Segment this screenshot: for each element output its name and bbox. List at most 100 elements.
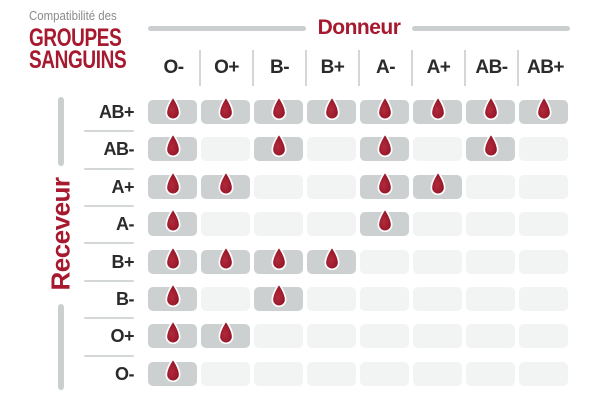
receiver-row-label-O+: O+ [110, 326, 134, 347]
cell-A+-B- [254, 174, 303, 199]
cell-A+-O+ [201, 170, 250, 199]
cell-B+-AB+ [519, 249, 568, 274]
cell-A--AB- [466, 212, 515, 237]
cell-B--B+ [307, 287, 356, 311]
blood-drop-icon [218, 170, 233, 195]
blood-drop-icon [483, 133, 498, 158]
blood-drop-icon [218, 96, 233, 121]
receiver-axis-label: Receveur [45, 177, 76, 291]
cell-A--A+ [413, 212, 462, 237]
blood-drop-icon [430, 170, 445, 195]
cell-AB--A- [360, 133, 409, 162]
blood-drop-icon [271, 133, 286, 158]
blood-drop-icon [271, 245, 286, 270]
cell-B+-B- [254, 245, 303, 274]
donor-col-header-O-: O- [148, 50, 201, 86]
cell-AB+-AB- [466, 96, 515, 124]
chart-title-line1: GROUPES [29, 24, 122, 52]
donor-col-header-AB-: AB- [466, 50, 519, 86]
cell-O+-O+ [201, 320, 250, 349]
cell-AB+-O+ [201, 96, 250, 124]
donor-axis-label: Donneur [317, 16, 401, 39]
blood-drop-icon [165, 283, 180, 308]
receiver-axis-line-bottom [58, 304, 64, 390]
blood-drop-icon [271, 96, 286, 121]
receiver-row-label-O-: O- [115, 363, 135, 384]
cell-A+-A+ [413, 170, 462, 199]
cell-B--AB+ [519, 287, 568, 311]
receiver-row-label-AB-: AB- [103, 139, 135, 160]
cell-O--A+ [413, 361, 462, 386]
donor-col-header-B-: B- [254, 50, 307, 86]
cell-A+-A- [360, 170, 409, 199]
donor-axis-line-right [412, 25, 571, 31]
chart-title-line2: SANGUINS [29, 46, 127, 74]
cell-AB--AB+ [519, 137, 568, 162]
row-separator [84, 354, 134, 357]
blood-drop-icon [165, 170, 180, 195]
row-separator [84, 167, 134, 170]
cell-B--O- [148, 283, 197, 311]
cell-AB--B- [254, 133, 303, 162]
cell-AB--B+ [307, 137, 356, 162]
cell-B+-AB- [466, 249, 515, 274]
receiver-axis-line-top [58, 97, 64, 166]
blood-drop-icon [165, 357, 180, 382]
cell-A--A- [360, 208, 409, 237]
blood-drop-icon [218, 320, 233, 345]
row-separator [84, 279, 134, 282]
blood-drop-icon [165, 96, 180, 121]
donor-col-header-A+: A+ [413, 50, 466, 86]
blood-drop-icon [271, 283, 286, 308]
donor-axis-header: Donneur [148, 16, 571, 39]
blood-drop-icon [430, 96, 445, 121]
cell-AB+-A+ [413, 96, 462, 124]
cell-O--AB+ [519, 361, 568, 386]
cell-A--O- [148, 208, 197, 237]
blood-drop-icon [165, 320, 180, 345]
blood-drop-icon [377, 208, 392, 233]
blood-drop-icon [377, 170, 392, 195]
blood-drop-icon [536, 96, 551, 121]
cell-O+-B+ [307, 324, 356, 349]
cell-B--B- [254, 283, 303, 311]
cell-AB+-AB+ [519, 96, 568, 124]
cell-AB+-B- [254, 96, 303, 124]
cell-O--B- [254, 361, 303, 386]
cell-O--O- [148, 357, 197, 386]
receiver-row-label-B-: B- [116, 289, 135, 309]
chart-title-block: Compatibilité des GROUPES SANGUINS [29, 8, 157, 74]
cell-A+-AB- [466, 174, 515, 199]
receiver-row-label-AB+: AB+ [98, 102, 135, 122]
cell-O+-AB- [466, 324, 515, 349]
cell-AB--AB- [466, 133, 515, 162]
cell-O--O+ [201, 361, 250, 386]
cell-B+-O- [148, 245, 197, 274]
compatibility-grid [148, 96, 572, 390]
donor-col-header-B+: B+ [307, 50, 360, 86]
blood-drop-icon [165, 208, 180, 233]
cell-AB+-A- [360, 96, 409, 124]
blood-drop-icon [324, 245, 339, 270]
blood-drop-icon [377, 96, 392, 121]
cell-AB--O+ [201, 137, 250, 162]
cell-AB--O- [148, 133, 197, 162]
cell-O+-A+ [413, 324, 462, 349]
chart-subtitle: Compatibilité des [29, 8, 117, 23]
cell-AB+-O- [148, 96, 197, 124]
donor-col-header-A-: A- [360, 50, 413, 86]
blood-drop-icon [218, 245, 233, 270]
cell-A--B+ [307, 212, 356, 237]
cell-B--AB- [466, 287, 515, 311]
cell-AB--A+ [413, 137, 462, 162]
cell-O--B+ [307, 361, 356, 386]
cell-B+-A- [360, 249, 409, 274]
donor-axis-line-left [148, 25, 306, 31]
cell-AB+-B+ [307, 96, 356, 124]
donor-column-headers: O- O+ B- B+ A- A+ AB- AB+ [148, 50, 572, 86]
cell-O--AB- [466, 361, 515, 386]
row-separator [84, 130, 134, 133]
cell-A+-O- [148, 170, 197, 199]
donor-col-header-AB+: AB+ [526, 57, 565, 78]
